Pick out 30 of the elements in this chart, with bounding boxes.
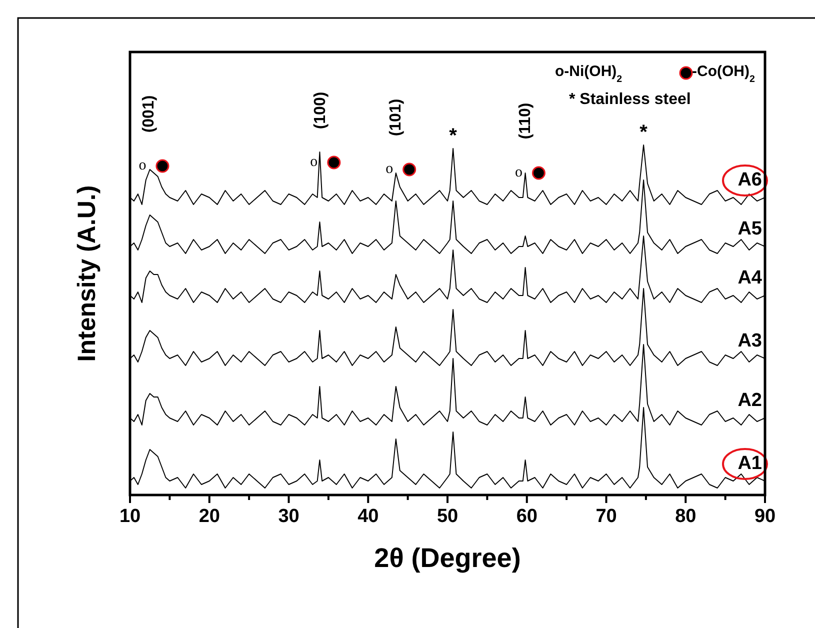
x-tick-label: 40 [358, 506, 379, 527]
annotation: o [310, 154, 318, 170]
series-label: A3 [738, 330, 762, 352]
annotation: * [640, 121, 648, 144]
x-tick-label: 90 [754, 506, 776, 527]
annotation: o [138, 157, 146, 174]
x-tick-label: 60 [516, 506, 538, 527]
x-tick-label: 10 [119, 506, 141, 527]
x-tick-label: 50 [436, 506, 458, 527]
x-tick-label: 30 [278, 506, 300, 527]
text: (100) [312, 92, 330, 130]
series-label: A1 [738, 453, 762, 474]
x-tick-label: 20 [198, 506, 220, 527]
x-tick-label: 70 [596, 506, 617, 527]
x-axis-title: 2θ (Degree) [374, 543, 521, 573]
text: (101) [388, 98, 405, 136]
series-label: A5 [738, 218, 762, 240]
series-label: A6 [738, 170, 762, 191]
annotation: o [386, 160, 394, 177]
text: (001) [140, 95, 158, 133]
annotation: o [514, 164, 522, 180]
annotation: * [449, 124, 458, 147]
text: * Stainless steel [569, 91, 691, 108]
text: o-Ni(OH)$_{2}$ [555, 63, 623, 84]
series-label: A2 [738, 390, 762, 412]
x-tick-label: 80 [675, 506, 696, 527]
text: -Co(OH)$_{2}$ [692, 63, 756, 84]
series-label: A4 [738, 268, 762, 289]
text: (110) [516, 102, 534, 140]
y-axis-title: Intensity (A.U.) [73, 185, 101, 362]
